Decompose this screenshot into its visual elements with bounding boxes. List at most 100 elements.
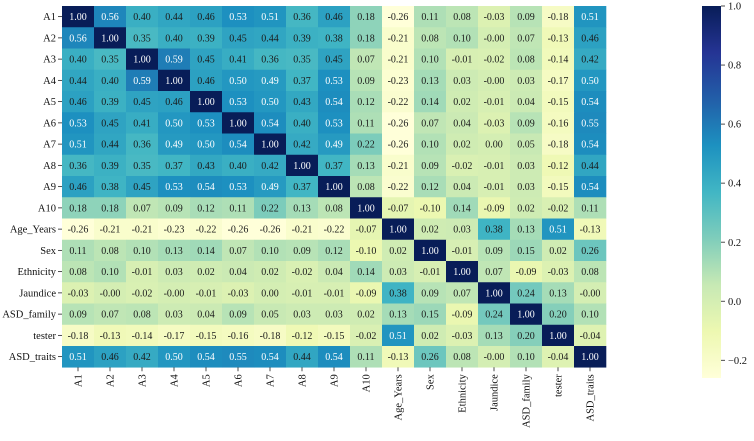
heatmap-cell-A7-Age_Years (382, 133, 415, 156)
heatmap-cell-A7-Jaundice (478, 133, 511, 156)
heatmap-cell-A9-A1 (62, 176, 95, 198)
heatmap-cell-Jaundice-A2 (94, 282, 127, 304)
heatmap-cell-Ethnicity-ASD_family (510, 261, 543, 283)
heatmap-cell-tester-ASD_traits (574, 324, 607, 347)
cell-value-label: -0.16 (228, 331, 249, 342)
x-tick-label-A1: A1 (74, 374, 85, 387)
colorbar-tick-label: 0.6 (728, 120, 741, 131)
cell-value-label: -0.26 (388, 12, 409, 23)
heatmap-cell-A3-Ethnicity (446, 48, 479, 71)
heatmap-cell-A1-A3 (126, 6, 159, 28)
cell-value-label: 0.54 (581, 97, 599, 108)
cell-value-label: 0.03 (325, 310, 343, 321)
cell-value-label: -0.01 (196, 288, 217, 299)
cell-value-label: 0.51 (261, 12, 279, 23)
cell-value-label: 0.03 (293, 310, 311, 321)
cell-value-label: -0.22 (324, 225, 345, 236)
heatmap-cell-Sex-A8 (286, 239, 319, 262)
heatmap-cell-A5-A10 (350, 91, 383, 113)
cell-value-label: 0.13 (549, 288, 567, 299)
cell-value-label: -0.14 (132, 331, 153, 342)
heatmap-cell-A6-tester (542, 112, 575, 134)
cell-value-label: 1.00 (133, 55, 151, 66)
cell-value-label: 1.00 (485, 288, 503, 299)
cell-value-label: -0.03 (484, 12, 505, 23)
heatmap-cell-Age_Years-ASD_traits (574, 218, 607, 241)
heatmap-cell-A8-A4 (158, 154, 191, 177)
x-tick-label-A3: A3 (138, 374, 149, 387)
heatmap-cell-Ethnicity-A10 (350, 261, 383, 283)
cell-value-label: 0.14 (453, 203, 471, 214)
heatmap-cell-ASD_traits-ASD_family (510, 346, 543, 368)
cell-value-label: 0.54 (581, 140, 599, 151)
heatmap-cell-A8-A10 (350, 154, 383, 177)
x-tick-label-ASD_traits: ASD_traits (586, 374, 597, 421)
heatmap-cell-A8-ASD_traits (574, 154, 607, 177)
heatmap-cell-A10-A10 (350, 197, 383, 219)
heatmap-cell-A3-A3 (126, 48, 159, 71)
cell-value-label: -0.21 (388, 33, 409, 44)
cell-value-label: -0.26 (68, 225, 89, 236)
heatmap-cell-A5-ASD_traits (574, 91, 607, 113)
heatmap-cell-A2-A7 (254, 27, 287, 49)
heatmap-cell-ASD_family-A9 (318, 303, 351, 326)
cell-value-label: 0.00 (261, 288, 279, 299)
cell-value-label: 1.00 (261, 140, 279, 151)
cell-value-label: 0.04 (229, 267, 247, 278)
heatmap-cell-A3-Sex (414, 48, 447, 71)
cell-value-label: 0.54 (197, 352, 215, 363)
cell-value-label: 0.38 (389, 288, 407, 299)
cell-value-label: -0.21 (388, 55, 409, 66)
cell-value-label: -0.13 (388, 352, 409, 363)
heatmap-cell-A4-A2 (94, 69, 127, 92)
cell-value-label: 0.00 (485, 140, 503, 151)
heatmap-cell-Ethnicity-A8 (286, 261, 319, 283)
cell-value-label: 0.03 (517, 76, 535, 87)
x-tick-label-A6: A6 (234, 374, 245, 387)
heatmap-cell-labels: 1.00 0.56 0.40 0.44 0.46 0.53 0.51 0.36 0.46 0.18… (68, 12, 601, 363)
cell-value-label: 0.49 (165, 140, 183, 151)
cell-value-label: 0.54 (261, 352, 279, 363)
cell-value-label: -0.10 (356, 246, 377, 257)
heatmap-cell-A6-ASD_family (510, 112, 543, 134)
cell-value-label: 0.42 (261, 161, 279, 172)
cell-value-label: -0.01 (484, 182, 505, 193)
y-tick-label-tester: tester (33, 331, 56, 342)
heatmap-cell-A7-A3 (126, 133, 159, 156)
heatmap-cell-Age_Years-A6 (222, 218, 255, 241)
cell-value-label: 0.46 (197, 12, 215, 23)
heatmap-cell-A8-ASD_family (510, 154, 543, 177)
heatmap-cell-A10-A2 (94, 197, 127, 219)
cell-value-label: 0.42 (133, 352, 151, 363)
cell-value-label: 0.13 (293, 203, 311, 214)
heatmap-cell-A5-A7 (254, 91, 287, 113)
cell-value-label: 0.37 (325, 161, 343, 172)
heatmap-cell-Jaundice-ASD_family (510, 282, 543, 304)
y-tick-label-A2: A2 (43, 33, 56, 44)
heatmap-cell-A3-Age_Years (382, 48, 415, 71)
y-tick-label-Ethnicity: Ethnicity (18, 267, 57, 278)
cell-value-label: 0.11 (357, 118, 374, 129)
cell-value-label: 0.14 (197, 246, 215, 257)
heatmap-cell-A5-A9 (318, 91, 351, 113)
cell-value-label: -0.18 (68, 331, 89, 342)
cell-value-label: 0.53 (229, 97, 247, 108)
cell-value-label: 0.02 (421, 225, 439, 236)
heatmap-cell-ASD_family-A6 (222, 303, 255, 326)
heatmap-cell-ASD_family-A10 (350, 303, 383, 326)
heatmap-cell-A3-A6 (222, 48, 255, 71)
heatmap-cell-A10-A9 (318, 197, 351, 219)
heatmap-cell-A8-A9 (318, 154, 351, 177)
cell-value-label: -0.03 (452, 331, 473, 342)
heatmap-cell-A2-A10 (350, 27, 383, 49)
heatmap-cell-A8-A8 (286, 154, 319, 177)
heatmap-cell-ASD_family-ASD_family (510, 303, 543, 326)
cell-value-label: -0.09 (356, 288, 377, 299)
cell-value-label: 0.13 (421, 76, 439, 87)
cell-value-label: 0.59 (165, 55, 183, 66)
heatmap-cell-Jaundice-Jaundice (478, 282, 511, 304)
cell-value-label: 0.02 (389, 246, 407, 257)
heatmap-cell-A9-A8 (286, 176, 319, 198)
heatmap-cell-A8-A7 (254, 154, 287, 177)
heatmap-cell-A6-A1 (62, 112, 95, 134)
